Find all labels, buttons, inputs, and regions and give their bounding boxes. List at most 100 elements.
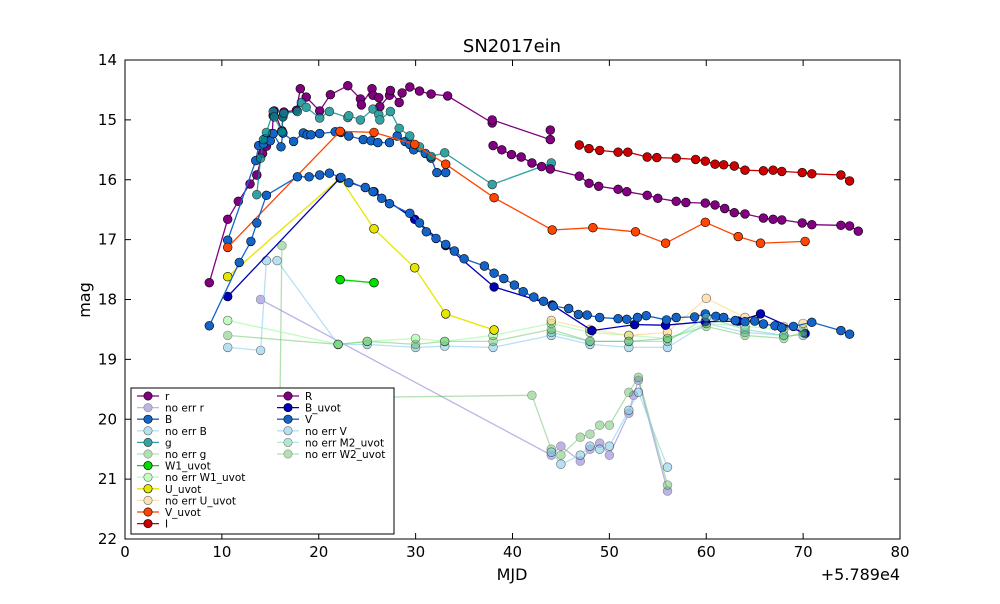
data-point [292,172,303,182]
data-point [729,208,739,218]
series-r [488,140,863,236]
data-point [459,254,469,264]
data-point [394,123,404,134]
y-tick-label: 20 [98,410,117,428]
data-point [315,170,325,180]
data-point [421,227,431,237]
y-tick-label: 16 [98,171,117,189]
x-tick-label: 20 [309,543,328,561]
data-point [740,324,750,335]
data-point [440,336,450,347]
data-point [633,372,644,382]
data-point [355,115,366,125]
data-point [630,227,641,237]
x-tick-label: 40 [503,543,522,561]
data-point [373,137,383,148]
series-no-err-m2-uvot [546,312,808,347]
legend-label: no err U_uvot [165,495,236,507]
data-point [844,329,855,339]
data-point [375,115,385,125]
data-point [588,223,598,233]
legend-label: no err g [165,449,206,461]
data-point [585,429,595,439]
data-point [662,480,673,490]
data-point [223,214,233,225]
data-point [441,239,451,250]
legend-label: r [165,391,170,403]
data-point [624,336,634,347]
data-point [426,89,436,99]
data-point [749,316,760,326]
legend-marker [143,449,153,459]
y-tick-label: 19 [98,350,117,368]
series-i [574,140,855,186]
data-point [336,172,346,183]
data-point [546,324,556,335]
data-point [269,112,279,122]
legend-item-no-err-u-uvot [137,495,159,505]
data-point [718,312,729,323]
data-point [277,127,287,137]
data-point [563,303,574,314]
legend-label: no err r [165,403,205,415]
data-point [432,167,442,178]
series-layer [204,80,863,496]
data-point [377,193,387,204]
legend-item-w1-uvot [137,461,159,471]
data-point [853,226,863,236]
legend-marker [143,414,153,424]
data-point [807,317,817,327]
data-point [574,140,584,150]
data-point [385,85,396,96]
data-point [690,154,701,165]
data-point [573,309,584,320]
data-point [556,450,566,460]
data-point [545,134,555,145]
data-point [405,82,415,92]
data-point [529,292,539,302]
data-point [368,187,378,197]
legend-marker [143,437,153,447]
data-point [397,88,407,98]
legend-label: B_uvot [305,403,341,415]
data-point [740,330,750,341]
legend-label: B [165,414,172,426]
data-point [844,221,855,231]
data-point [204,321,215,331]
data-point [641,311,651,321]
data-point [779,330,789,341]
data-point [344,178,354,188]
data-point [584,178,594,189]
data-point [836,220,846,231]
legend-box [130,387,395,535]
data-point [489,282,499,292]
x-offset-label: +5.789e4 [821,565,900,584]
legend-marker [143,461,153,471]
data-point [369,224,379,234]
data-point [604,441,615,451]
data-point [546,327,556,338]
data-point [545,164,555,174]
data-point [604,420,615,430]
legend-label: R [305,391,312,403]
data-point [362,336,372,347]
data-point [276,142,286,152]
data-point [719,203,730,214]
data-point [516,152,526,162]
data-point [442,91,453,101]
data-point [593,181,604,192]
legend-item-no-err-w2-uvot [277,449,299,459]
data-point [272,255,282,266]
series-line [227,130,806,248]
legend-item-no-err-m2-uvot [277,437,299,447]
data-point [642,190,652,201]
series-line [227,325,804,346]
data-point [768,165,778,175]
data-point [545,125,555,135]
data-point [613,147,623,157]
data-point [410,263,420,273]
legend-marker [143,391,153,401]
series-line [227,259,784,352]
data-point [662,333,673,344]
